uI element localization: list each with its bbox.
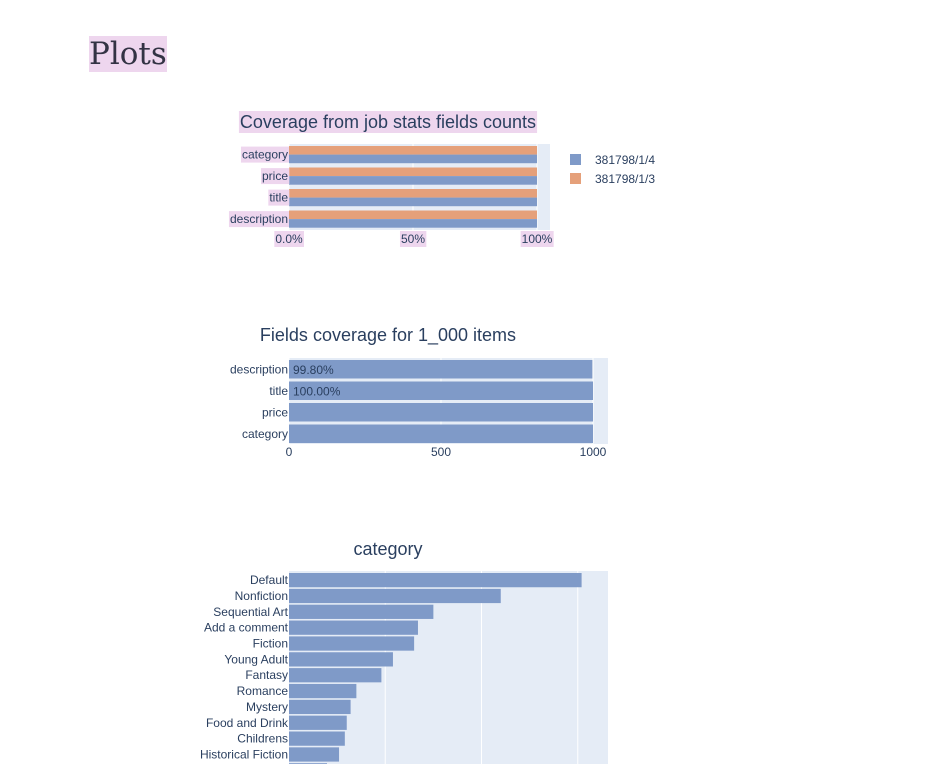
chart1-xtick-label-highlight <box>274 231 305 247</box>
chart1-ylabel: price <box>262 169 288 183</box>
chart2-ylabel: description <box>230 362 288 376</box>
chart2-bar-price <box>289 403 593 422</box>
chart3-ylabel: Add a comment <box>204 621 289 635</box>
chart3-ylabel: Young Adult <box>224 652 288 666</box>
chart2-bar-title <box>289 381 593 400</box>
chart1-ylabel: description <box>230 212 288 226</box>
chart2-ylabel: title <box>269 384 288 398</box>
chart1-title-highlight <box>238 111 538 133</box>
chart3-bar-young-adult <box>289 652 393 667</box>
chart3-ylabel: Nonfiction <box>235 589 288 603</box>
chart3-ylabel: Fantasy <box>245 668 288 682</box>
chart3-bar-food-and-drink <box>289 715 347 730</box>
chart1-xtick-label-highlight <box>399 231 427 247</box>
chart3-title: category <box>353 539 422 559</box>
chart1-ylabel-highlight <box>260 168 290 185</box>
chart3-bar-fiction <box>289 636 415 651</box>
chart1-ylabel: category <box>242 148 288 162</box>
chart1-bar-category-381798/1/3 <box>289 146 537 155</box>
chart1-ylabel-highlight <box>240 146 289 163</box>
chart1-legend-label: 381798/1/3 <box>595 172 655 186</box>
chart2-xtick-label: 1000 <box>580 445 607 459</box>
chart1-bar-category-381798/1/4 <box>289 154 537 164</box>
chart1-bar-title-381798/1/4 <box>289 197 537 207</box>
chart3-ylabel: Historical Fiction <box>200 747 288 761</box>
chart1-bar-price-381798/1/3 <box>289 167 537 177</box>
chart3-bar-romance <box>289 683 357 699</box>
chart1-title: Coverage from job stats fields counts <box>240 112 536 132</box>
chart1-bar-title-381798/1/3 <box>289 189 537 198</box>
chart3-bar-fantasy <box>289 668 382 683</box>
chart1-ylabel: title <box>269 191 288 205</box>
chart1-xtick-label: 100% <box>522 232 553 246</box>
chart1-bar-price-381798/1/4 <box>289 176 537 185</box>
chart3-bar-nonfiction <box>289 588 501 604</box>
chart1-legend-label: 381798/1/4 <box>595 153 655 167</box>
chart1-bar-description-381798/1/3 <box>289 210 537 220</box>
chart3-ylabel: Romance <box>237 684 289 698</box>
chart3-ylabel: Sequential Art <box>213 605 288 619</box>
chart3-bar-add-a-comment <box>289 620 418 635</box>
chart1-bar-description-381798/1/4 <box>289 219 537 228</box>
chart3-bar-mystery <box>289 699 351 715</box>
chart3-bar-childrens <box>289 731 345 746</box>
chart2-bar-category <box>289 424 593 443</box>
chart1-xtick-label: 50% <box>401 232 425 246</box>
chart3-ylabel: Mystery <box>246 700 288 714</box>
chart2-data-label: 100.00% <box>293 384 341 398</box>
chart1-xtick-label: 0.0% <box>275 232 303 246</box>
chart3-ylabel: Default <box>250 573 289 587</box>
chart1-ylabel-highlight <box>268 189 290 206</box>
chart3-ylabel: Fiction <box>253 637 288 651</box>
chart3-ylabel: Food and Drink <box>206 716 289 730</box>
chart2-data-label: 99.80% <box>293 363 334 377</box>
chart1-legend-swatch <box>570 154 581 165</box>
chart2-ylabel: price <box>262 405 288 419</box>
chart1-xtick-label-highlight <box>520 231 554 247</box>
chart3-bar-historical-fiction <box>289 747 340 762</box>
chart3-ylabel: Childrens <box>237 732 288 746</box>
chart2-xtick-label: 0 <box>286 445 293 459</box>
chart2-bar-description <box>289 360 593 379</box>
chart1-legend-swatch <box>570 173 581 184</box>
chart2-title: Fields coverage for 1_000 items <box>260 325 516 346</box>
page-title: Plots <box>89 36 167 72</box>
chart3-bar-default <box>289 573 582 588</box>
chart1-ylabel-highlight <box>228 211 289 228</box>
chart3-bar-sequential-art <box>289 604 434 619</box>
chart2-xtick-label: 500 <box>431 445 451 459</box>
chart2-ylabel: category <box>242 427 288 441</box>
